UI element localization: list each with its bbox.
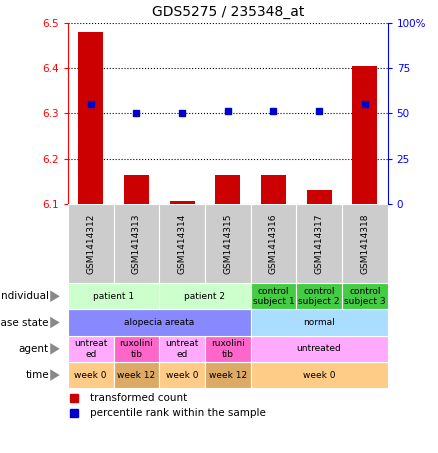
Bar xyxy=(124,175,149,204)
Bar xyxy=(205,336,251,362)
Text: individual: individual xyxy=(0,291,49,301)
Text: GSM1414318: GSM1414318 xyxy=(360,213,369,274)
Text: ruxolini
tib: ruxolini tib xyxy=(211,339,245,358)
Title: GDS5275 / 235348_at: GDS5275 / 235348_at xyxy=(152,5,304,19)
Bar xyxy=(68,204,113,283)
Text: normal: normal xyxy=(303,318,335,327)
Bar xyxy=(159,283,251,309)
Text: agent: agent xyxy=(19,344,49,354)
Text: percentile rank within the sample: percentile rank within the sample xyxy=(90,408,266,418)
Text: control
subject 1: control subject 1 xyxy=(253,287,294,306)
Bar xyxy=(296,283,342,309)
Text: alopecia areata: alopecia areata xyxy=(124,318,194,327)
Bar xyxy=(342,204,388,283)
Text: week 0: week 0 xyxy=(166,371,198,380)
Bar xyxy=(296,204,342,283)
Text: week 0: week 0 xyxy=(74,371,107,380)
Polygon shape xyxy=(50,369,60,381)
Polygon shape xyxy=(50,343,60,355)
Text: control
subject 2: control subject 2 xyxy=(298,287,340,306)
Text: week 0: week 0 xyxy=(303,371,336,380)
Text: GSM1414315: GSM1414315 xyxy=(223,213,232,274)
Text: week 12: week 12 xyxy=(117,371,155,380)
Bar xyxy=(251,283,296,309)
Bar xyxy=(251,362,388,388)
Text: week 12: week 12 xyxy=(208,371,247,380)
Bar xyxy=(68,362,113,388)
Text: GSM1414312: GSM1414312 xyxy=(86,213,95,274)
Text: patient 2: patient 2 xyxy=(184,292,226,301)
Bar xyxy=(251,309,388,336)
Bar xyxy=(251,336,388,362)
Text: untreated: untreated xyxy=(297,344,342,353)
Polygon shape xyxy=(50,290,60,302)
Text: untreat
ed: untreat ed xyxy=(74,339,107,358)
Polygon shape xyxy=(50,317,60,328)
Text: transformed count: transformed count xyxy=(90,393,187,403)
Bar xyxy=(261,175,286,204)
Text: GSM1414313: GSM1414313 xyxy=(132,213,141,274)
Bar xyxy=(342,283,388,309)
Bar xyxy=(113,336,159,362)
Bar xyxy=(68,309,251,336)
Text: GSM1414316: GSM1414316 xyxy=(269,213,278,274)
Text: GSM1414314: GSM1414314 xyxy=(177,213,187,274)
Bar xyxy=(68,283,159,309)
Bar xyxy=(215,175,240,204)
Text: control
subject 3: control subject 3 xyxy=(344,287,385,306)
Bar xyxy=(159,204,205,283)
Bar xyxy=(68,336,113,362)
Bar xyxy=(78,32,103,204)
Text: patient 1: patient 1 xyxy=(93,292,134,301)
Bar xyxy=(251,204,296,283)
Text: time: time xyxy=(25,370,49,380)
Text: GSM1414317: GSM1414317 xyxy=(314,213,324,274)
Bar xyxy=(352,66,378,204)
Text: untreat
ed: untreat ed xyxy=(166,339,199,358)
Bar xyxy=(113,204,159,283)
Bar xyxy=(205,362,251,388)
Bar xyxy=(205,204,251,283)
Bar xyxy=(113,362,159,388)
Text: disease state: disease state xyxy=(0,318,49,328)
Bar xyxy=(159,362,205,388)
Bar xyxy=(307,190,332,204)
Bar xyxy=(170,201,194,204)
Text: ruxolini
tib: ruxolini tib xyxy=(120,339,153,358)
Bar xyxy=(159,336,205,362)
